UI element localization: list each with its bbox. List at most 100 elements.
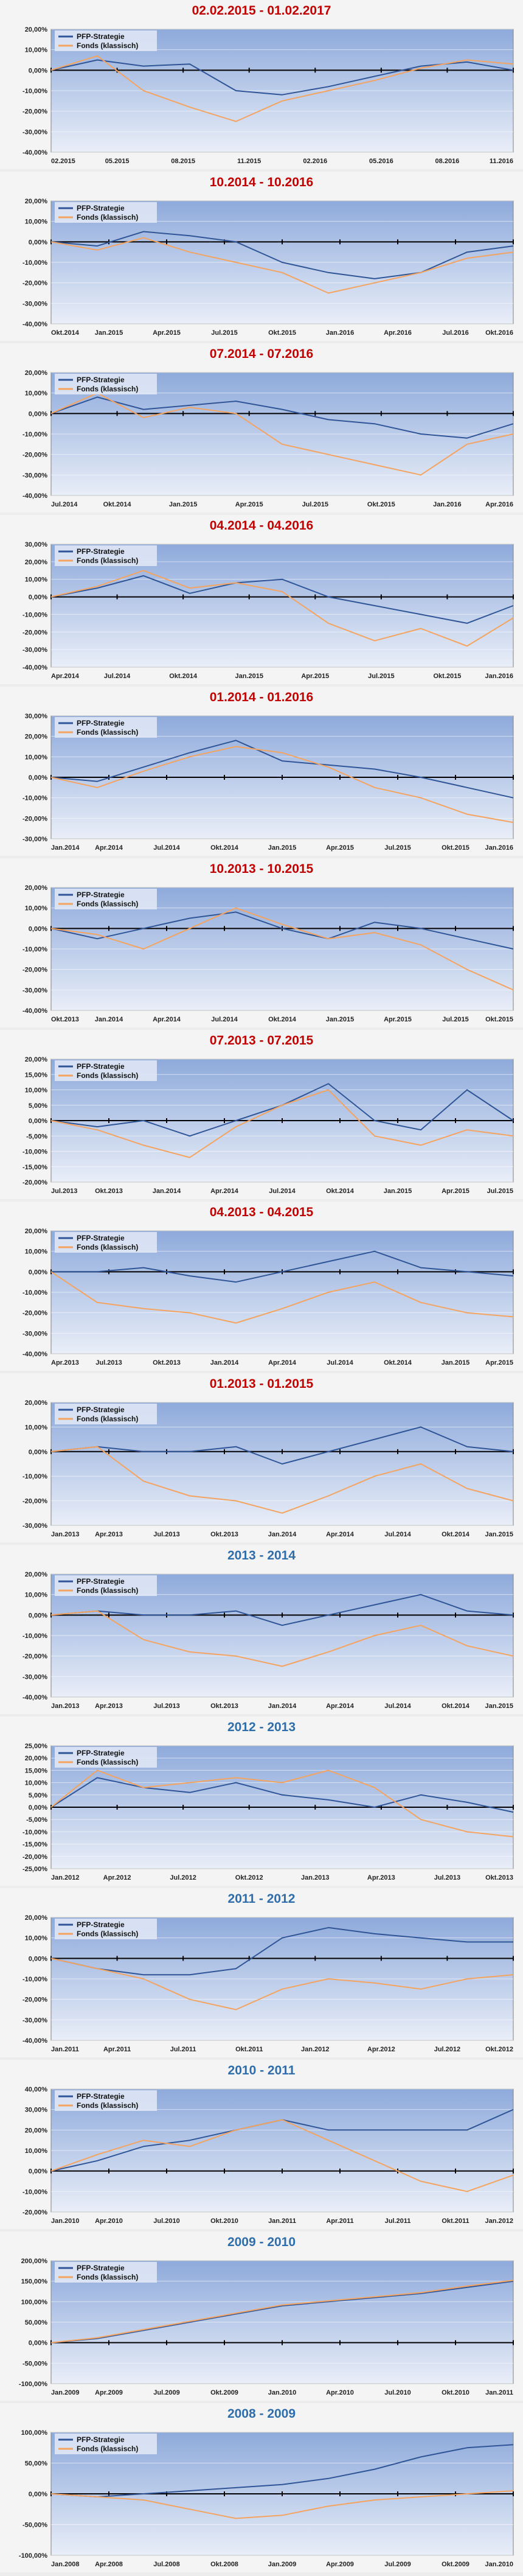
y-tick-label: 5,00%	[29, 1792, 47, 1799]
y-tick-label: 15,00%	[25, 1071, 48, 1079]
y-tick-label: 40,00%	[25, 2086, 48, 2093]
y-tick-label: 0,00%	[29, 2168, 47, 2175]
legend-label: PFP-Strategie	[77, 32, 125, 41]
x-tick-label: Jul.2013	[153, 1531, 179, 1538]
x-tick-label: Jan.2015	[268, 844, 296, 852]
x-tick-label: Okt.2015	[442, 844, 469, 852]
legend-label: Fonds (klassisch)	[77, 2273, 138, 2281]
x-tick-label: Apr.2014	[326, 1703, 355, 1710]
x-tick-label: Jan.2014	[153, 1188, 181, 1195]
y-tick-label: 0,00%	[29, 1269, 47, 1276]
chart-title: 10.2014 - 10.2016	[209, 175, 314, 189]
y-tick-label: -30,00%	[23, 1330, 47, 1337]
y-tick-label: -15,00%	[23, 1164, 47, 1171]
y-tick-label: 0,00%	[29, 1118, 47, 1125]
y-tick-label: 10,00%	[25, 1087, 48, 1094]
y-tick-label: 10,00%	[25, 219, 48, 226]
x-tick-label: Okt.2013	[153, 1359, 181, 1367]
legend-label: PFP-Strategie	[77, 376, 125, 384]
chart-panel: 2013 - 2014 20,00% 10,00% 0,00% -10,00% -20,0…	[0, 1545, 523, 1714]
y-tick-label: -30,00%	[23, 1673, 47, 1681]
legend-label: PFP-Strategie	[77, 1920, 125, 1929]
y-tick-label: -30,00%	[23, 128, 47, 136]
y-tick-label: 20,00%	[25, 1914, 48, 1922]
x-tick-label: Okt.2015	[367, 501, 395, 508]
line-chart: 40,00% 30,00% 20,00% 10,00% 0,00% -10,00% -20,…	[23, 2086, 514, 2225]
x-tick-label: Okt.2015	[433, 673, 461, 680]
x-tick-label: 11.2015	[237, 158, 261, 165]
y-tick-label: -15,00%	[23, 1841, 47, 1849]
x-tick-label: Jul.2013	[95, 1359, 122, 1367]
legend-box	[55, 2090, 157, 2111]
y-tick-label: -30,00%	[23, 1522, 47, 1530]
x-tick-label: Okt.2012	[235, 1874, 263, 1881]
y-tick-label: 25,00%	[25, 1743, 48, 1750]
y-tick-label: -20,00%	[23, 629, 47, 636]
y-tick-label: 0,00%	[29, 594, 47, 601]
series-line-fonds-klassisch	[50, 1446, 514, 1514]
x-tick-label: Jan.2013	[51, 1703, 79, 1710]
legend-box	[55, 1404, 157, 1424]
y-tick-label: -20,00%	[23, 280, 47, 287]
legend-label: PFP-Strategie	[77, 2264, 125, 2272]
y-tick-label: -20,00%	[23, 452, 47, 459]
x-tick-label: Jan.2014	[268, 1703, 297, 1710]
series-line-fonds-klassisch	[50, 1610, 514, 1667]
y-tick-label: 0,00%	[29, 410, 47, 418]
x-tick-label: Jan.2016	[485, 673, 513, 680]
y-tick-label: 0,00%	[29, 1612, 47, 1619]
x-tick-label: Okt.2015	[268, 329, 296, 337]
y-tick-label: -30,00%	[23, 300, 47, 307]
y-tick-label: -20,00%	[23, 1310, 47, 1317]
x-tick-label: Jan.2012	[301, 2046, 329, 2053]
chart-panel: 04.2014 - 04.2016 30,00% 20,00% 10,00% 0,00%…	[0, 515, 523, 684]
y-tick-label: 50,00%	[25, 2319, 48, 2326]
x-tick-label: Okt.2013	[485, 1874, 513, 1881]
y-tick-label: 10,00%	[25, 1592, 48, 1599]
y-tick-label: -10,00%	[23, 88, 47, 95]
x-tick-label: Okt.2014	[442, 1703, 470, 1710]
y-tick-label: -5,00%	[26, 1133, 47, 1140]
y-tick-label: -10,00%	[23, 1633, 47, 1640]
chart-panel: 10.2013 - 10.2015 20,00% 10,00% 0,00% -10,00…	[0, 858, 523, 1027]
series-line-pfp-strategie	[50, 2280, 514, 2343]
x-tick-label: Okt.2013	[210, 1703, 238, 1710]
x-tick-label: Jan.2012	[485, 2217, 513, 2225]
x-tick-label: Jan.2011	[268, 2217, 296, 2225]
series-line-pfp-strategie	[50, 575, 514, 624]
x-tick-label: Apr.2008	[95, 2561, 123, 2568]
x-tick-label: Jul.2013	[434, 1874, 460, 1881]
line-chart: 20,00% 10,00% 0,00% -10,00% -20,00% -30,00% -4…	[23, 369, 514, 508]
x-tick-label: Apr.2014	[153, 1016, 181, 1023]
y-tick-label: 20,00%	[25, 1228, 48, 1235]
y-tick-label: 10,00%	[25, 47, 48, 54]
chart-title: 01.2014 - 01.2016	[209, 690, 314, 704]
x-tick-label: Jan.2014	[268, 1531, 297, 1538]
x-tick-label: Jan.2010	[485, 2561, 513, 2568]
chart-panel: 2012 - 2013 25,00% 20,00% 15,00% 10,00% 5,00%…	[0, 1717, 523, 1886]
legend-label: Fonds (klassisch)	[77, 1930, 138, 1938]
x-tick-label: Okt.2011	[235, 2046, 263, 2053]
x-tick-label: Apr.2013	[95, 1531, 123, 1538]
x-tick-label: Okt.2014	[268, 1016, 297, 1023]
series-line-fonds-klassisch	[50, 2280, 514, 2343]
x-tick-label: Apr.2016	[384, 329, 412, 337]
y-tick-label: 150,00%	[21, 2278, 48, 2286]
y-tick-label: 10,00%	[25, 1424, 48, 1431]
series-line-pfp-strategie	[50, 1426, 514, 1465]
x-tick-label: Jul.2014	[384, 1703, 411, 1710]
legend-label: Fonds (klassisch)	[77, 900, 138, 908]
chart-title: 10.2013 - 10.2015	[209, 862, 314, 876]
y-tick-label: 0,00%	[29, 67, 47, 74]
legend-label: Fonds (klassisch)	[77, 1758, 138, 1766]
y-tick-label: 0,00%	[29, 2491, 47, 2498]
x-tick-label: Jul.2014	[327, 1359, 353, 1367]
legend-label: Fonds (klassisch)	[77, 728, 138, 737]
x-tick-label: Jan.2015	[169, 501, 197, 508]
chart-panel: 2008 - 2009 100,00% 50,00% 0,00% -50,00% -100…	[0, 2403, 523, 2572]
y-tick-label: 20,00%	[25, 26, 48, 33]
y-tick-label: -30,00%	[23, 2017, 47, 2024]
y-tick-label: -10,00%	[23, 1976, 47, 1983]
y-tick-label: -20,00%	[23, 2209, 47, 2216]
y-tick-label: 0,00%	[29, 774, 47, 782]
